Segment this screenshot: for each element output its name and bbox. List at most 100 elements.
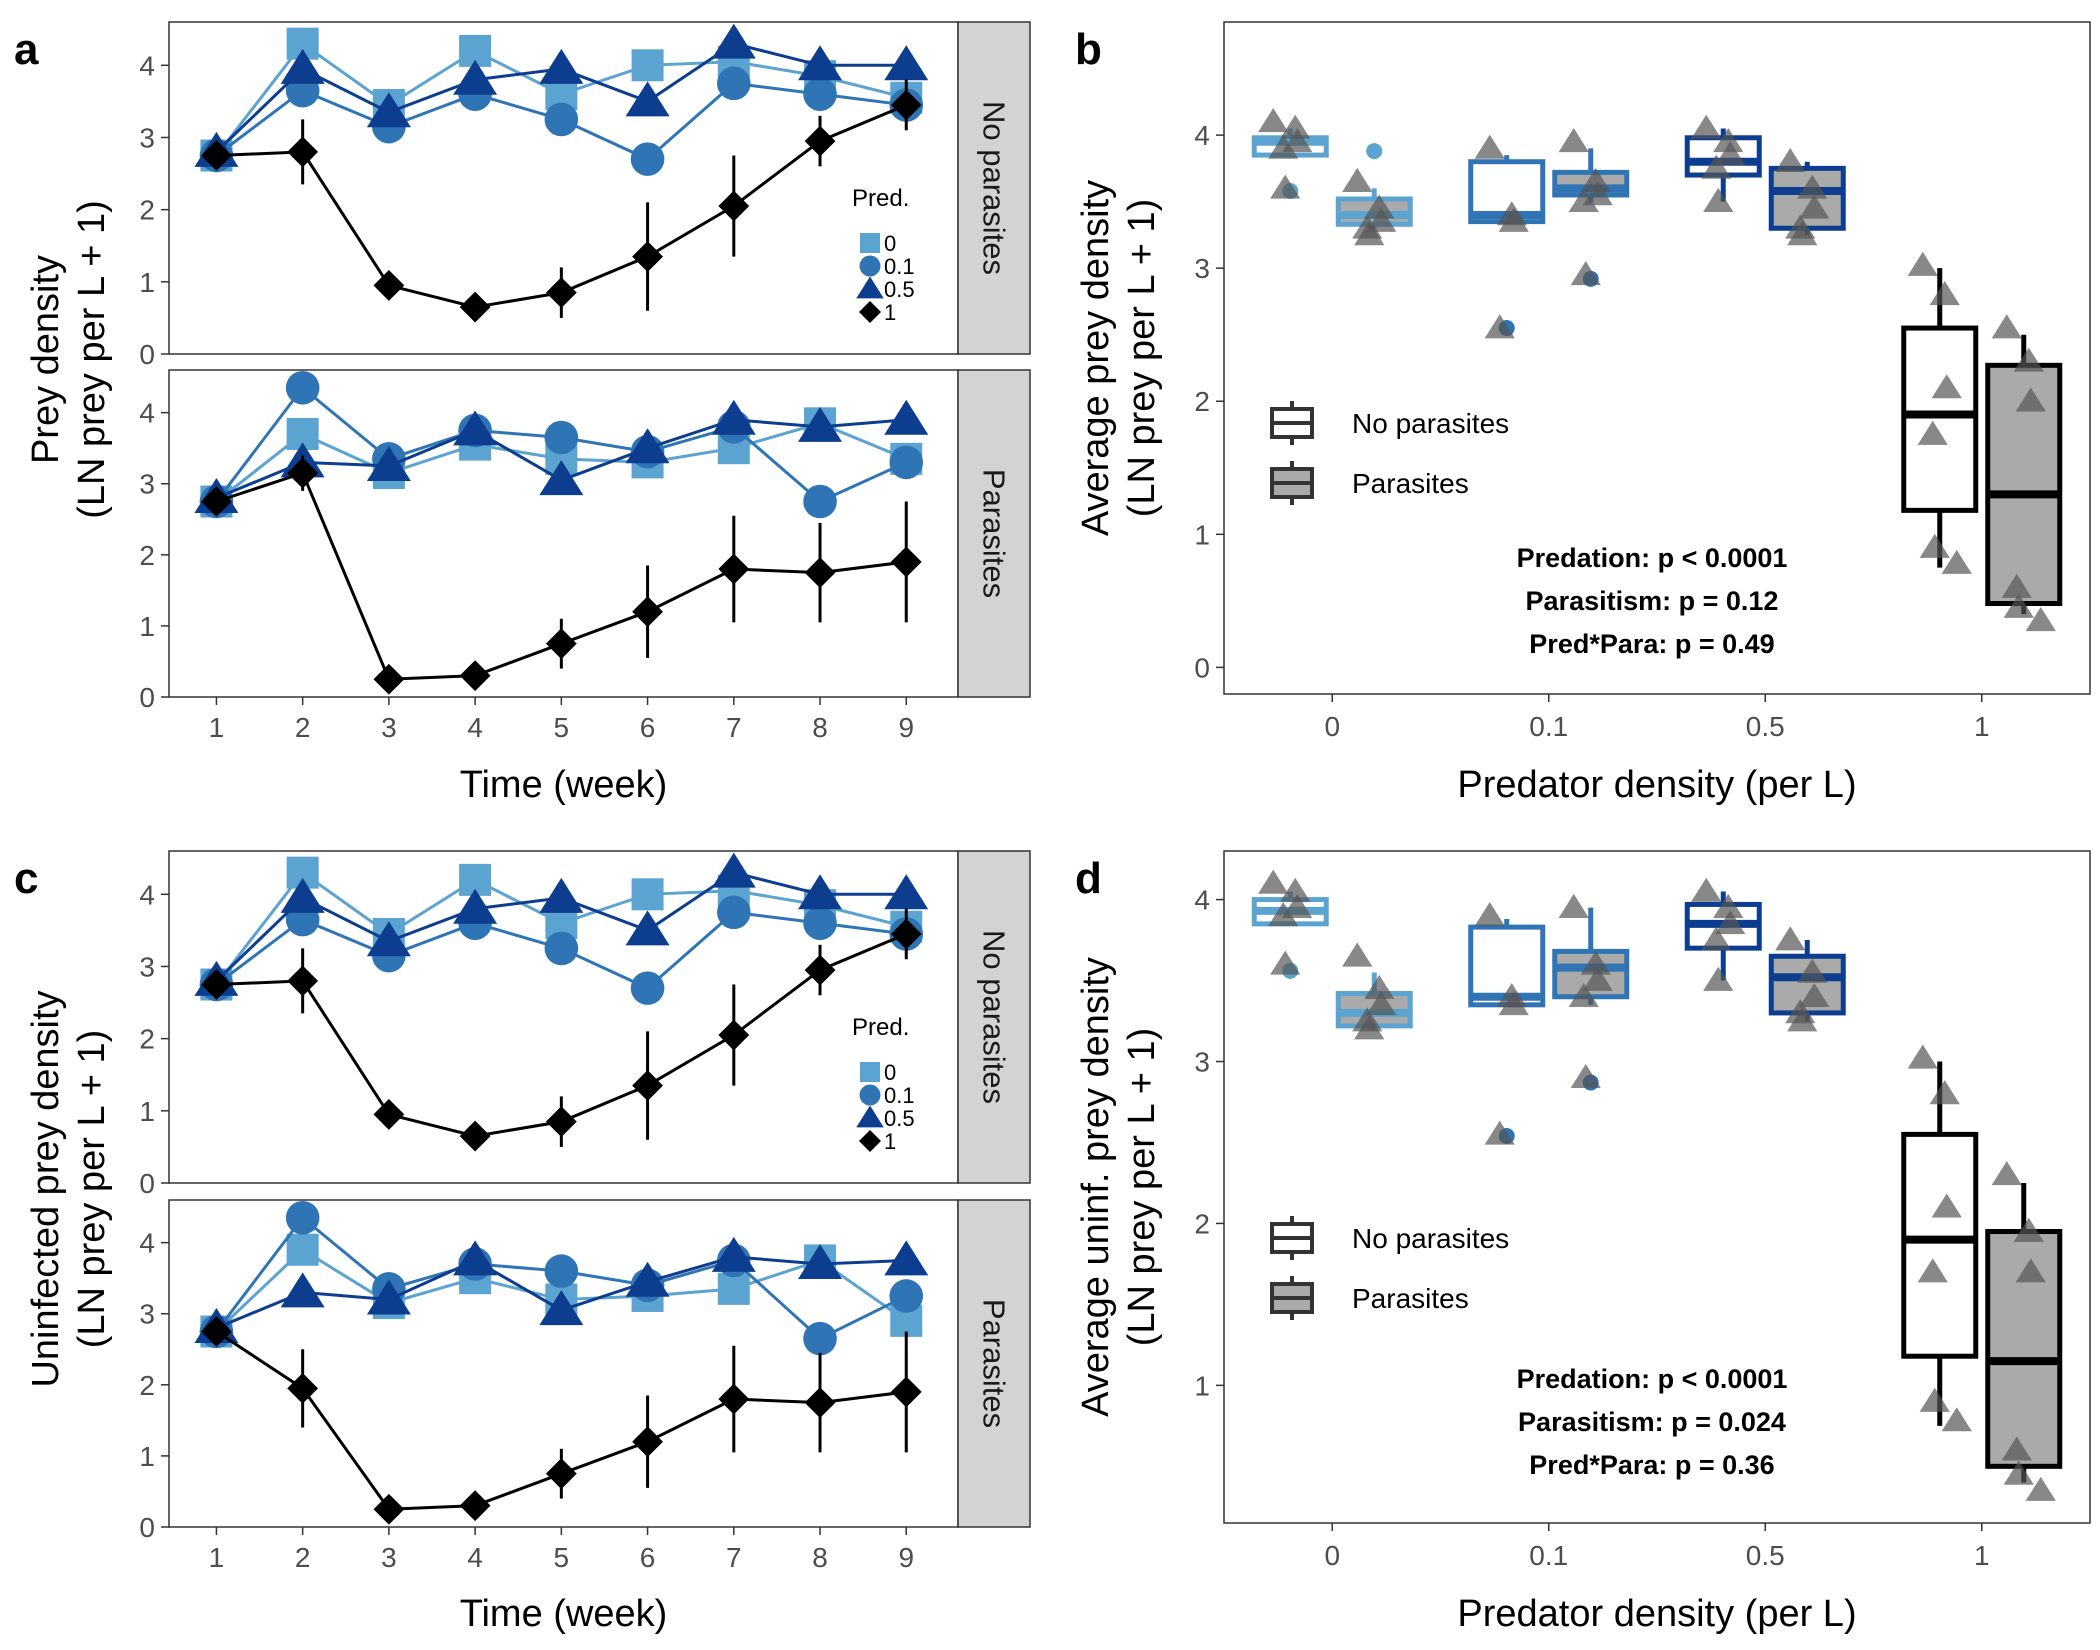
legend: No parasites Parasites bbox=[1270, 401, 1509, 505]
jitter-point bbox=[2003, 1460, 2034, 1485]
jitter-point bbox=[1354, 1015, 1385, 1040]
data-point bbox=[544, 931, 579, 966]
panel-letter: d bbox=[1075, 854, 1102, 903]
jitter-point bbox=[1342, 167, 1373, 192]
data-point bbox=[630, 971, 665, 1005]
series-pred-1 bbox=[201, 79, 922, 323]
y-tick-label: 1 bbox=[139, 1096, 155, 1127]
data-point bbox=[718, 190, 750, 222]
y-tick-label: 2 bbox=[139, 1370, 155, 1401]
jitter-point bbox=[1991, 1161, 2022, 1186]
data-point bbox=[285, 370, 320, 405]
x-tick-label: 3 bbox=[381, 712, 397, 743]
box-pred-0.1-no-parasites bbox=[1468, 134, 1546, 339]
y-tick-label: 3 bbox=[1194, 253, 1210, 284]
y-tick-label: 1 bbox=[1194, 519, 1210, 550]
y-tick-label: 4 bbox=[1194, 885, 1210, 916]
jitter-point bbox=[1568, 982, 1599, 1008]
data-point bbox=[718, 553, 750, 585]
jitter-point bbox=[1929, 281, 1960, 306]
jitter-point bbox=[1907, 251, 1938, 276]
legend-key bbox=[859, 301, 881, 323]
facet-strip: No parasites bbox=[957, 850, 1031, 1184]
facet-parasites: Parasites 0 1 2 3 4 1 2 3 4 5 6 7 8 9 bbox=[139, 1199, 1031, 1573]
data-point bbox=[630, 142, 665, 176]
jitter-point bbox=[1941, 1407, 1972, 1432]
facet-strip: No parasites bbox=[957, 21, 1031, 355]
legend-key bbox=[859, 1084, 881, 1106]
x-tick-label: 7 bbox=[726, 1542, 742, 1573]
x-tick-label: 2 bbox=[295, 1542, 311, 1573]
y-axis-subtitle: (LN prey per L + 1) bbox=[1121, 199, 1163, 518]
data-point bbox=[803, 906, 837, 940]
legend-key bbox=[859, 255, 881, 277]
legend-label: No parasites bbox=[1352, 1223, 1509, 1254]
data-point bbox=[459, 660, 491, 692]
facet-no-parasites: No parasites 0 1 2 3 4 bbox=[139, 21, 1031, 370]
box bbox=[1901, 1131, 1979, 1359]
data-point bbox=[890, 89, 922, 121]
jitter-point bbox=[1919, 1387, 1950, 1412]
jitter-point bbox=[1474, 902, 1505, 927]
data-point bbox=[453, 59, 498, 95]
legend-label: 0.1 bbox=[884, 254, 915, 279]
data-point bbox=[711, 1236, 756, 1272]
stats-line: Predation: p < 0.0001 bbox=[1517, 543, 1788, 573]
data-point bbox=[366, 445, 411, 481]
box-pred-0.5-parasites bbox=[1768, 926, 1846, 1032]
data-point bbox=[373, 270, 405, 301]
series-pred-1 bbox=[201, 455, 922, 695]
x-tick-label: 0 bbox=[1324, 1540, 1340, 1571]
jitter-point bbox=[1799, 194, 1830, 219]
panel-a: a No parasites 0 1 2 3 4 Parasites 0 1 2 3 4 1 2 3 4 5 6 7 8… bbox=[14, 21, 1031, 806]
data-point bbox=[453, 1240, 498, 1276]
x-tick-label: 0.5 bbox=[1746, 1540, 1785, 1571]
data-point bbox=[711, 23, 756, 59]
panel-letter: b bbox=[1075, 25, 1102, 74]
data-point bbox=[201, 486, 232, 517]
stats-line: Pred*Para: p = 0.36 bbox=[1529, 1450, 1774, 1480]
y-tick-label: 1 bbox=[139, 611, 155, 642]
y-tick-label: 2 bbox=[1194, 386, 1210, 417]
data-point bbox=[373, 1099, 405, 1130]
jitter-point bbox=[1568, 187, 1599, 212]
data-point bbox=[890, 1376, 922, 1408]
data-point bbox=[798, 45, 843, 81]
stats-annotation: Predation: p < 0.0001 Parasitism: p = 0.0… bbox=[1517, 1364, 1788, 1480]
legend-key bbox=[860, 1062, 880, 1082]
data-point bbox=[201, 140, 232, 171]
x-tick-label: 1 bbox=[209, 712, 225, 743]
jitter-point bbox=[1484, 314, 1515, 339]
jitter-point bbox=[1366, 991, 1397, 1016]
jitter-point bbox=[1282, 893, 1313, 918]
y-tick-label: 3 bbox=[139, 122, 155, 153]
data-point bbox=[803, 77, 837, 111]
jitter-point bbox=[1703, 187, 1734, 212]
jitter-point bbox=[2025, 607, 2056, 632]
x-tick-label: 9 bbox=[898, 1542, 914, 1573]
y-tick-label: 2 bbox=[139, 540, 155, 571]
jitter-point bbox=[1364, 194, 1395, 219]
legend-key bbox=[860, 233, 880, 253]
legend-label: 0 bbox=[884, 1060, 896, 1085]
box-pred-0.1-parasites bbox=[1552, 893, 1630, 1091]
box-pred-1-no-parasites bbox=[1901, 1044, 1979, 1432]
x-tick-label: 3 bbox=[381, 1542, 397, 1573]
data-point bbox=[544, 420, 579, 455]
y-tick-label: 4 bbox=[139, 879, 155, 910]
data-point bbox=[803, 484, 837, 519]
data-point bbox=[459, 291, 491, 323]
data-point bbox=[625, 1261, 670, 1297]
jitter-point bbox=[1558, 128, 1589, 153]
jitter-point bbox=[1474, 134, 1505, 159]
y-tick-label: 2 bbox=[139, 195, 155, 226]
jitter-point bbox=[1919, 533, 1950, 558]
data-point bbox=[280, 1272, 325, 1308]
jitter-point bbox=[1498, 991, 1529, 1016]
data-point bbox=[287, 1372, 319, 1404]
y-axis-title: Uninfected prey density bbox=[25, 990, 67, 1387]
jitter-point bbox=[1703, 966, 1734, 991]
jitter-point bbox=[1713, 128, 1744, 153]
data-point bbox=[459, 1120, 491, 1152]
